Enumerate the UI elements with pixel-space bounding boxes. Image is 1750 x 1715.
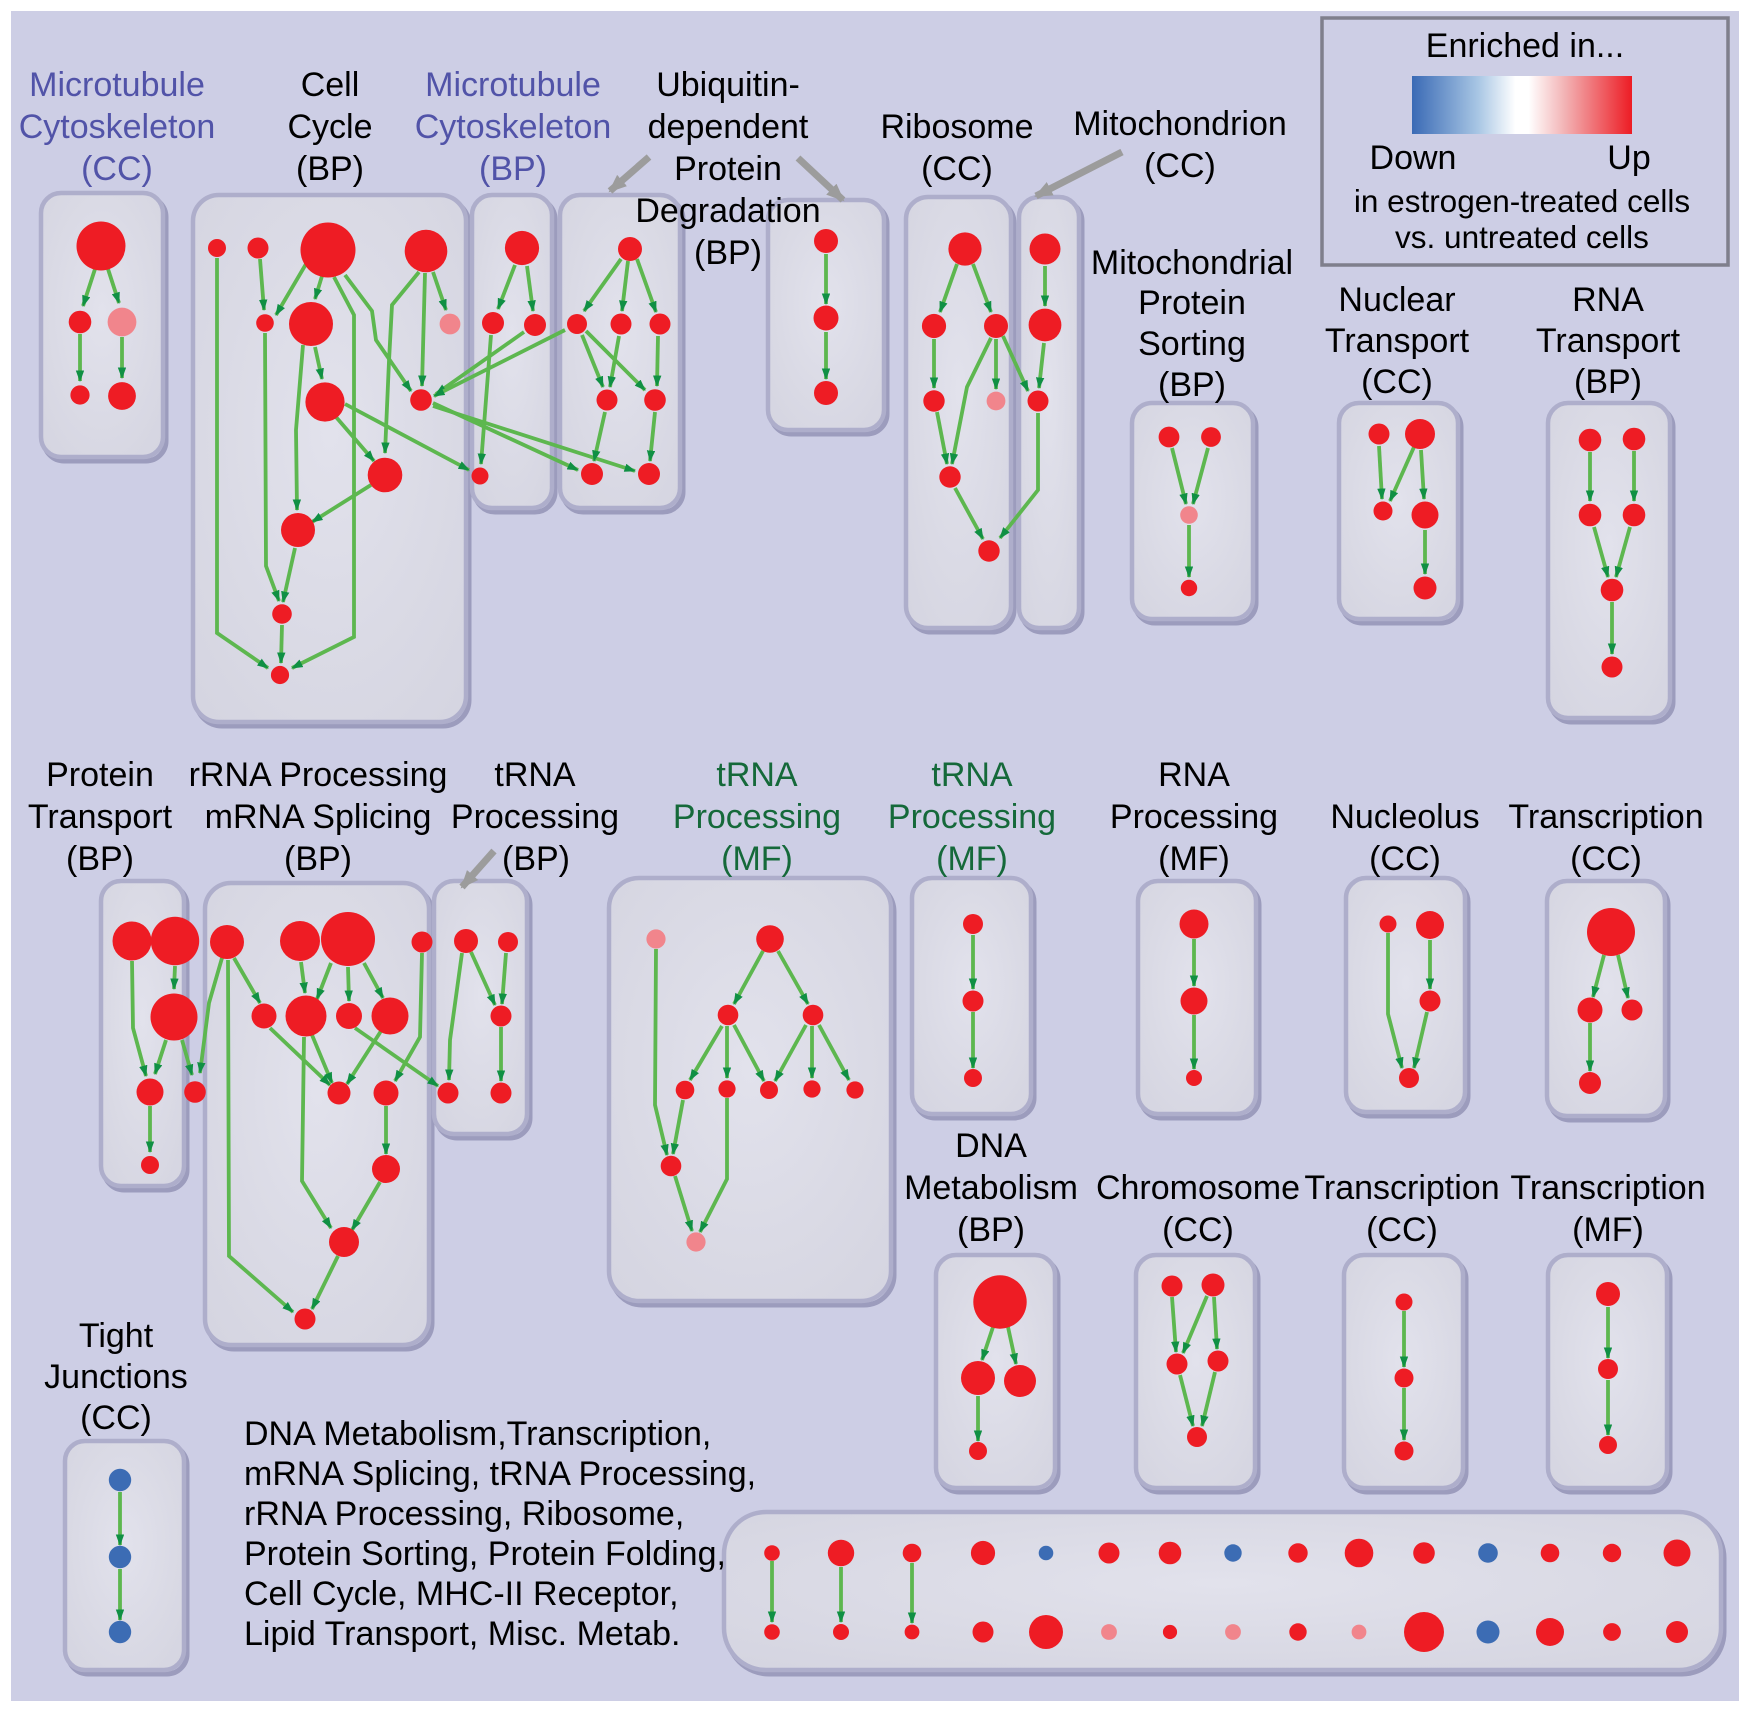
svg-text:(CC): (CC) — [1162, 1211, 1234, 1249]
svg-text:Lipid Transport, Misc. Metab.: Lipid Transport, Misc. Metab. — [244, 1615, 681, 1653]
svg-text:Transport: Transport — [1325, 322, 1470, 360]
svg-text:(MF): (MF) — [1158, 840, 1230, 878]
svg-text:rRNA Processing, Ribosome,: rRNA Processing, Ribosome, — [244, 1495, 684, 1533]
svg-text:in estrogen-treated cells: in estrogen-treated cells — [1354, 183, 1690, 219]
svg-text:tRNA: tRNA — [931, 756, 1013, 794]
svg-text:(BP): (BP) — [502, 840, 570, 878]
svg-text:tRNA: tRNA — [494, 756, 576, 794]
svg-text:Nuclear: Nuclear — [1338, 281, 1455, 319]
svg-text:Ubiquitin-: Ubiquitin- — [656, 66, 800, 104]
svg-text:(CC): (CC) — [1570, 840, 1642, 878]
svg-text:Cycle: Cycle — [287, 108, 372, 146]
svg-text:dependent: dependent — [648, 108, 809, 146]
svg-text:Cell: Cell — [301, 66, 360, 104]
svg-text:(BP): (BP) — [66, 840, 134, 878]
svg-text:Mitochondrion: Mitochondrion — [1073, 105, 1287, 143]
svg-text:Transport: Transport — [28, 798, 173, 836]
svg-text:Processing: Processing — [673, 798, 841, 836]
svg-text:(BP): (BP) — [1574, 363, 1642, 401]
svg-text:vs. untreated cells: vs. untreated cells — [1395, 219, 1649, 255]
svg-text:Cytoskeleton: Cytoskeleton — [415, 108, 612, 146]
svg-text:DNA: DNA — [955, 1127, 1027, 1165]
svg-text:Down: Down — [1370, 139, 1457, 177]
svg-text:Processing: Processing — [1110, 798, 1278, 836]
svg-text:Cell Cycle, MHC-II Receptor,: Cell Cycle, MHC-II Receptor, — [244, 1575, 679, 1613]
svg-text:Processing: Processing — [451, 798, 619, 836]
svg-text:rRNA Processing: rRNA Processing — [189, 756, 448, 794]
svg-text:Nucleolus: Nucleolus — [1330, 798, 1479, 836]
svg-text:(MF): (MF) — [1572, 1211, 1644, 1249]
svg-text:(CC): (CC) — [1366, 1211, 1438, 1249]
svg-text:Transcription: Transcription — [1508, 798, 1703, 836]
svg-text:Ribosome: Ribosome — [880, 108, 1033, 146]
svg-text:Protein: Protein — [46, 756, 154, 794]
svg-text:Protein Sorting, Protein Foldi: Protein Sorting, Protein Folding, — [244, 1535, 726, 1573]
svg-text:Cytoskeleton: Cytoskeleton — [19, 108, 216, 146]
svg-text:(CC): (CC) — [1361, 363, 1433, 401]
svg-text:RNA: RNA — [1572, 281, 1644, 319]
svg-text:Transport: Transport — [1536, 322, 1681, 360]
svg-text:Enriched in...: Enriched in... — [1426, 27, 1624, 65]
svg-text:Transcription: Transcription — [1304, 1169, 1499, 1207]
svg-text:Protein: Protein — [1138, 284, 1246, 322]
svg-text:(CC): (CC) — [1144, 147, 1216, 185]
svg-text:(BP): (BP) — [479, 150, 547, 188]
svg-text:(BP): (BP) — [284, 840, 352, 878]
svg-text:(CC): (CC) — [80, 1399, 152, 1437]
svg-text:(CC): (CC) — [1369, 840, 1441, 878]
svg-text:Processing: Processing — [888, 798, 1056, 836]
svg-text:Protein: Protein — [674, 150, 782, 188]
svg-text:Metabolism: Metabolism — [904, 1169, 1078, 1207]
svg-text:(BP): (BP) — [296, 150, 364, 188]
svg-text:Microtubule: Microtubule — [425, 66, 601, 104]
svg-text:(CC): (CC) — [921, 150, 993, 188]
svg-text:(BP): (BP) — [957, 1211, 1025, 1249]
svg-text:Degradation: Degradation — [635, 192, 820, 230]
svg-text:Up: Up — [1607, 139, 1650, 177]
svg-text:mRNA Splicing, tRNA Processing: mRNA Splicing, tRNA Processing, — [244, 1455, 756, 1493]
svg-text:DNA Metabolism,Transcription,: DNA Metabolism,Transcription, — [244, 1415, 711, 1453]
svg-text:Junctions: Junctions — [44, 1358, 188, 1396]
svg-text:(CC): (CC) — [81, 150, 153, 188]
svg-text:Chromosome: Chromosome — [1096, 1169, 1300, 1207]
svg-text:(BP): (BP) — [694, 234, 762, 272]
svg-text:Mitochondrial: Mitochondrial — [1091, 244, 1293, 282]
svg-text:mRNA Splicing: mRNA Splicing — [205, 798, 432, 836]
svg-text:Sorting: Sorting — [1138, 325, 1246, 363]
svg-text:Tight: Tight — [79, 1317, 154, 1355]
svg-text:(BP): (BP) — [1158, 366, 1226, 404]
svg-text:(MF): (MF) — [721, 840, 793, 878]
svg-text:Transcription: Transcription — [1510, 1169, 1705, 1207]
svg-text:Microtubule: Microtubule — [29, 66, 205, 104]
svg-text:(MF): (MF) — [936, 840, 1008, 878]
svg-text:tRNA: tRNA — [716, 756, 798, 794]
svg-text:RNA: RNA — [1158, 756, 1230, 794]
